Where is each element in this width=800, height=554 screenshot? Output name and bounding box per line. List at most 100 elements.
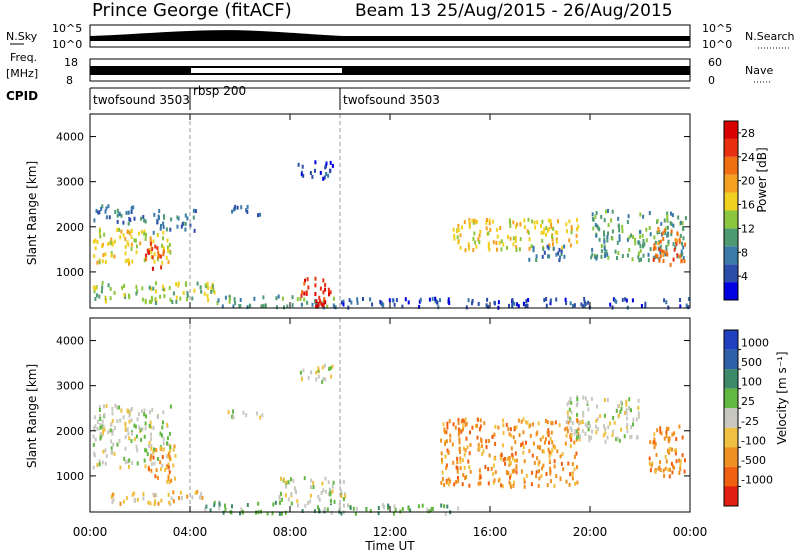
data-cell [666, 211, 669, 216]
data-cell [586, 400, 589, 405]
data-cell [100, 289, 103, 294]
data-cell [180, 224, 183, 229]
data-cell [327, 480, 330, 485]
data-cell [446, 421, 449, 426]
data-cell [567, 415, 569, 420]
data-cell [431, 507, 434, 511]
data-cell [478, 427, 481, 432]
data-cell [654, 442, 657, 447]
data-cell [543, 227, 546, 232]
data-cell [118, 227, 121, 232]
data-cell [314, 276, 317, 281]
data-cell [128, 261, 130, 266]
data-cell [515, 425, 518, 430]
data-cell [281, 511, 283, 516]
data-cell [343, 503, 345, 508]
data-cell [464, 448, 467, 453]
data-cell [501, 484, 504, 489]
data-cell [113, 290, 116, 295]
velocity-ylabel: Slant Range [km] [25, 364, 39, 468]
data-cell [535, 258, 538, 262]
data-cell [527, 298, 530, 302]
data-cell [668, 437, 671, 442]
data-cell [93, 218, 96, 223]
data-cell [101, 433, 103, 438]
data-cell [487, 481, 490, 486]
data-cell [458, 430, 461, 435]
data-cell [160, 498, 163, 503]
data-cell [599, 414, 602, 419]
data-cell [500, 483, 503, 488]
data-cell [285, 484, 288, 489]
data-cell [506, 245, 508, 250]
data-cell [568, 482, 571, 487]
data-cell [94, 437, 97, 442]
data-cell [234, 301, 237, 305]
data-cell [611, 229, 614, 234]
data-cell [529, 423, 532, 428]
data-cell [134, 238, 137, 243]
data-cell [151, 297, 153, 302]
data-cell [473, 231, 476, 236]
data-cell [297, 162, 300, 167]
colorbar-tick-label: 24 [741, 151, 755, 164]
data-cell [211, 284, 214, 289]
data-cell [143, 258, 146, 263]
data-cell [329, 366, 332, 371]
data-cell [227, 410, 230, 415]
data-cell [683, 259, 686, 264]
data-cell [231, 414, 234, 419]
y-tick-label: 4000 [56, 335, 84, 348]
data-cell [116, 219, 119, 224]
data-cell [614, 249, 617, 254]
data-cell [153, 259, 156, 264]
data-cell [469, 442, 472, 447]
data-cell [474, 240, 477, 245]
data-cell [639, 212, 642, 217]
colorbar-tick-label: 8 [741, 246, 748, 259]
data-cell [149, 501, 152, 506]
data-cell [560, 249, 563, 254]
data-cell [467, 242, 470, 247]
data-cell [669, 262, 672, 267]
data-cell [340, 300, 343, 305]
colorbar-swatch [724, 349, 738, 370]
data-cell [99, 426, 102, 430]
data-cell [577, 427, 580, 432]
data-cell [570, 230, 573, 235]
data-cell [445, 439, 448, 444]
data-cell [340, 489, 342, 494]
data-cell [159, 226, 162, 231]
data-cell [494, 441, 497, 446]
data-cell [299, 370, 302, 375]
data-cell [304, 278, 306, 283]
data-cell [566, 402, 569, 407]
data-cell [483, 421, 486, 426]
data-cell [290, 492, 293, 496]
data-cell [323, 297, 326, 301]
data-cell [116, 419, 119, 424]
data-cell [473, 218, 476, 223]
data-cell [321, 303, 324, 308]
data-cell [459, 233, 462, 238]
data-cell [538, 469, 540, 474]
data-cell [637, 255, 640, 260]
data-cell [322, 305, 325, 310]
data-cell [632, 422, 634, 427]
data-cell [475, 219, 478, 224]
data-cell [679, 254, 682, 259]
data-cell [333, 296, 335, 301]
data-cell [121, 285, 124, 290]
data-cell [150, 462, 153, 467]
data-cell [570, 410, 573, 415]
data-cell [625, 298, 628, 303]
data-cell [543, 250, 546, 255]
data-cell [476, 435, 479, 440]
data-cell [603, 398, 606, 403]
data-cell [393, 504, 396, 509]
data-cell [116, 405, 119, 410]
data-cell [680, 220, 682, 225]
data-cell [522, 445, 525, 450]
data-cell [421, 503, 424, 508]
data-cell [186, 216, 189, 221]
